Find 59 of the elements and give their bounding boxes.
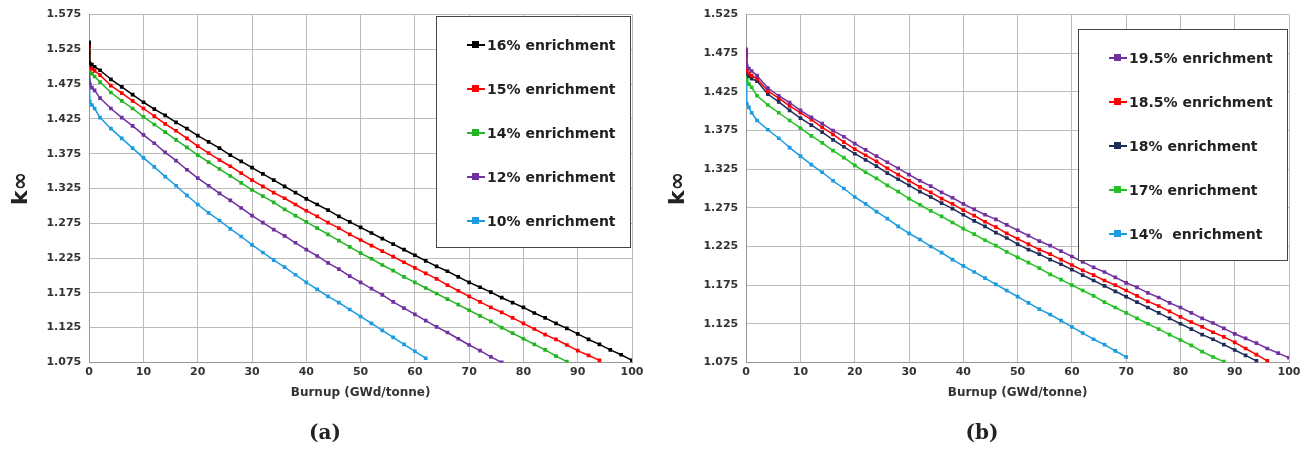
y-tick-label: 1.325 [46, 181, 82, 195]
text: (b) [964, 420, 1000, 444]
y-tick-label: 1.475 [46, 77, 82, 91]
x-tick-label: 100 [1277, 364, 1301, 378]
x-tick-label: 80 [515, 364, 532, 378]
y-axis-title: k∞ [663, 172, 689, 205]
y-tick-label: 1.175 [46, 285, 82, 299]
x-tick-label: 50 [352, 364, 369, 378]
x-tick-label: 30 [244, 364, 261, 378]
legend-label: 14% enrichment [487, 124, 616, 141]
y-tick-label: 1.075 [703, 355, 739, 369]
y-tick-label: 1.225 [703, 239, 739, 253]
legend-label: 15% enrichment [487, 80, 616, 97]
x-tick-label: 50 [1009, 364, 1026, 378]
y-tick-label: 1.125 [703, 316, 739, 330]
x-tick-label: 40 [298, 364, 315, 378]
legend-label: 10% enrichment [487, 212, 616, 229]
legend-label: 18% enrichment [1129, 137, 1258, 154]
x-tick-label: 40 [955, 364, 972, 378]
legend-label: 16% enrichment [487, 36, 616, 53]
x-tick-label: 70 [461, 364, 478, 378]
y-tick-label: 1.525 [46, 42, 82, 56]
x-tick-label: 0 [742, 364, 751, 378]
y-tick-label: 1.175 [703, 277, 739, 291]
x-tick-label: 10 [792, 364, 809, 378]
y-axis-title: k∞ [6, 172, 32, 205]
x-tick-label: 20 [190, 364, 206, 378]
x-tick-label: 60 [1064, 364, 1080, 378]
x-tick-label: 90 [1227, 364, 1243, 378]
text: (a) [308, 420, 342, 444]
y-tick-label: 1.275 [703, 200, 739, 214]
y-tick-label: 1.425 [46, 111, 82, 125]
y-tick-label: 1.375 [703, 123, 739, 137]
x-tick-label: 0 [85, 364, 94, 378]
legend-label: 12% enrichment [487, 168, 616, 185]
x-tick-label: 70 [1118, 364, 1135, 378]
y-tick-label: 1.475 [703, 46, 739, 60]
y-tick-label: 1.225 [46, 250, 82, 264]
x-tick-label: 100 [620, 364, 644, 378]
x-tick-label: 30 [901, 364, 918, 378]
y-tick-label: 1.375 [46, 146, 82, 160]
legend-label: 18.5% enrichment [1129, 93, 1273, 110]
y-tick-label: 1.325 [703, 162, 739, 176]
y-tick-label: 1.125 [46, 320, 82, 334]
x-tick-label: 10 [135, 364, 152, 378]
y-tick-label: 1.525 [703, 7, 739, 21]
y-tick-label: 1.425 [703, 84, 739, 98]
x-tick-label: 60 [407, 364, 423, 378]
x-tick-label: 20 [847, 364, 863, 378]
x-tick-label: 80 [1172, 364, 1189, 378]
legend-label: 17% enrichment [1129, 181, 1258, 198]
legend-label: 14% enrichment [1129, 225, 1263, 242]
x-tick-label: 90 [570, 364, 586, 378]
x-axis-title: Burnup (GWd/tonne) [947, 384, 1088, 399]
y-tick-label: 1.075 [46, 355, 82, 369]
y-tick-label: 1.575 [46, 7, 82, 21]
legend-label: 19.5% enrichment [1129, 49, 1273, 66]
y-tick-label: 1.275 [46, 216, 82, 230]
x-axis-title: Burnup (GWd/tonne) [290, 384, 431, 399]
